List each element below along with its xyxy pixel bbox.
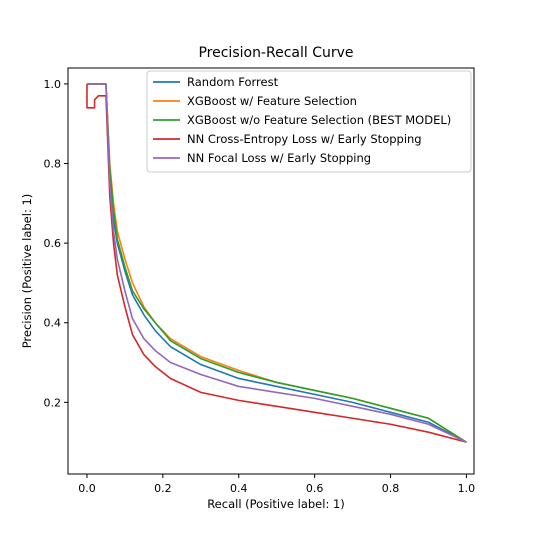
y-tick-label: 0.4 <box>44 317 62 330</box>
series-line-3 <box>86 83 467 443</box>
series-line-2 <box>86 83 467 443</box>
x-tick-label: 0.0 <box>78 482 96 495</box>
x-axis-ticks: 0.0 0.2 0.4 0.6 0.8 1.0 <box>78 474 475 495</box>
chart-title: Precision-Recall Curve <box>198 45 353 61</box>
x-tick-label: 0.8 <box>382 482 400 495</box>
x-tick-label: 0.2 <box>154 482 172 495</box>
y-tick-label: 1.0 <box>44 78 62 91</box>
y-tick-label: 0.2 <box>44 396 62 409</box>
x-tick-label: 1.0 <box>458 482 476 495</box>
legend: Random Forrest XGBoost w/ Feature Selecti… <box>146 70 472 173</box>
plot-frame <box>67 67 475 475</box>
x-axis-label: Recall (Positive label: 1) <box>207 497 345 511</box>
plot-series <box>86 83 467 443</box>
y-axis-label: Precision (Positive label: 1) <box>20 194 34 349</box>
x-tick-label: 0.6 <box>306 482 324 495</box>
legend-label-4: NN Focal Loss w/ Early Stopping <box>187 151 371 165</box>
legend-label-1: XGBoost w/ Feature Selection <box>187 94 357 108</box>
legend-label-2: XGBoost w/o Feature Selection (BEST MODE… <box>187 113 451 127</box>
legend-label-0: Random Forrest <box>187 75 279 89</box>
series-line-4 <box>86 83 467 443</box>
y-tick-label: 0.6 <box>44 237 62 250</box>
legend-box <box>146 70 472 173</box>
legend-label-3: NN Cross-Entropy Loss w/ Early Stopping <box>187 132 422 146</box>
y-tick-label: 0.8 <box>44 158 62 171</box>
y-axis-ticks: 0.2 0.4 0.6 0.8 1.0 <box>44 78 68 409</box>
x-tick-label: 0.4 <box>230 482 248 495</box>
